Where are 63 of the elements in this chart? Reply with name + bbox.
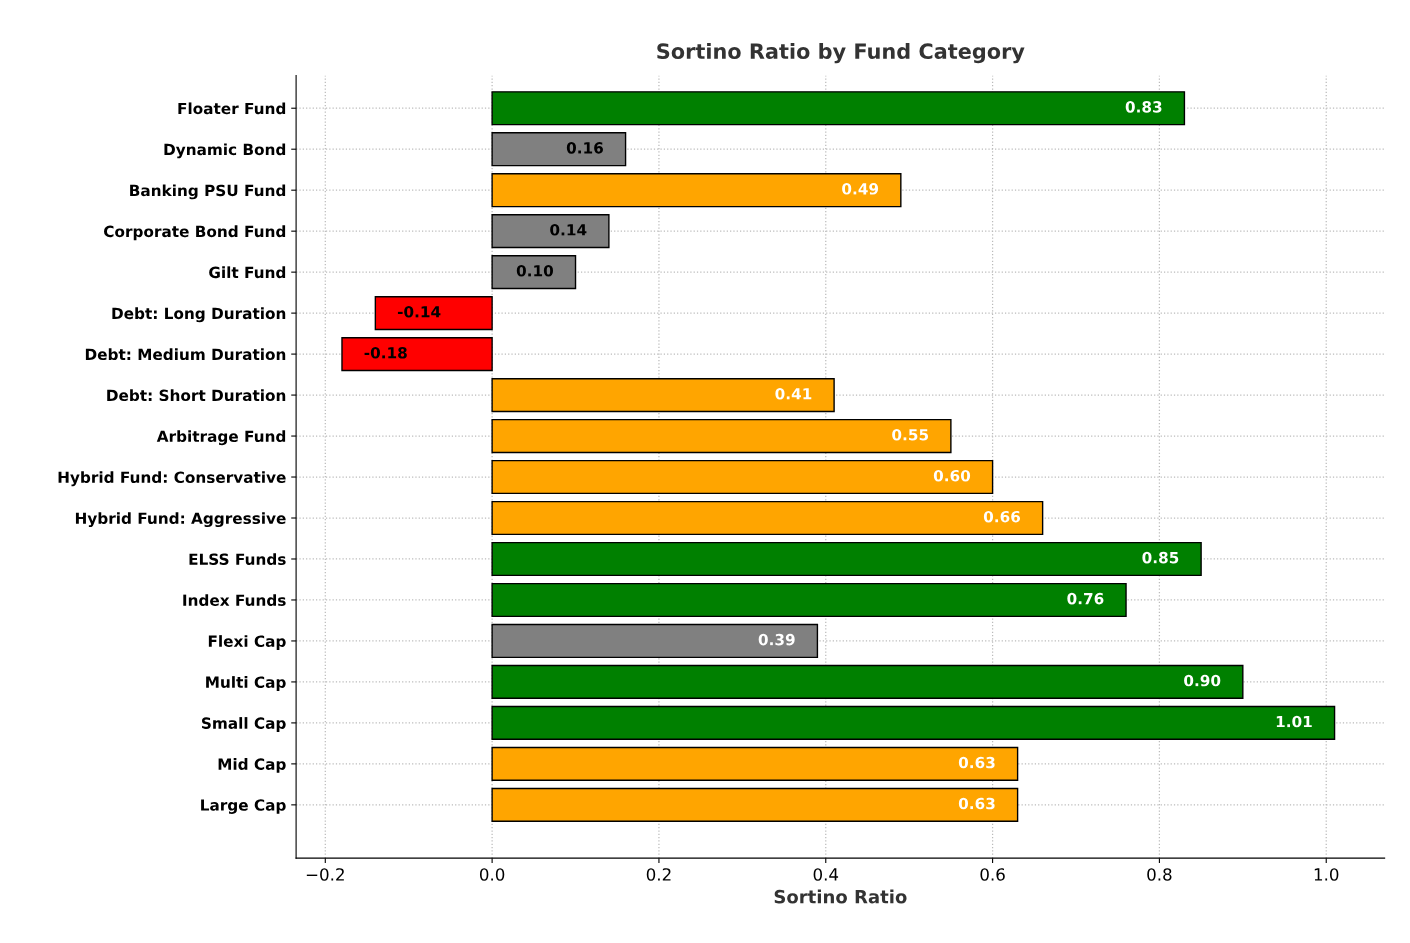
bar [491,623,819,659]
x-tick-label: 0.2 [646,868,671,881]
bar [491,459,994,495]
data-label: 0.10 [516,265,554,277]
data-label: -0.18 [364,346,407,359]
bar [491,664,1244,700]
data-label: 0.16 [566,142,603,154]
x-tick-label: 0.6 [980,868,1005,881]
x-tick-label: −0.2 [306,868,344,881]
y-tick-label: ELSS Funds [189,553,286,566]
bar [491,705,1336,740]
bar [341,337,493,372]
y-tick-label: Hybrid Fund: Aggressive [75,512,286,528]
chart-title: Sortino Ratio by Fund Category [657,42,1025,64]
y-tick-label: Floater Fund [178,102,286,115]
bar [491,91,1186,126]
data-label: 0.55 [892,428,929,441]
data-label: 0.76 [1067,592,1104,605]
data-label: 0.63 [958,756,995,769]
y-tick-label: Corporate Bond Fund [104,225,286,241]
bar [374,296,493,331]
bar [491,132,627,167]
y-tick-label: Small Cap [201,717,286,732]
bar [491,418,952,454]
y-tick-label: Debt: Short Duration [107,389,286,402]
y-tick-label: Large Cap [201,799,286,814]
bar [491,787,1019,822]
y-tick-label: Multi Cap [206,676,286,691]
data-label: 0.60 [933,469,971,482]
data-label: 0.41 [775,387,812,400]
data-label: 0.90 [1184,674,1221,687]
bar [491,255,577,290]
data-label: 0.39 [758,633,795,646]
y-tick-label: Dynamic Bond [164,143,286,159]
y-tick-label: Gilt Fund [209,266,286,279]
data-label: 0.14 [550,224,587,236]
bar [491,746,1019,781]
data-label: 0.85 [1142,551,1179,564]
data-label: 0.49 [842,183,879,195]
y-tick-label: Arbitrage Fund [156,430,286,446]
bar [491,377,835,413]
bar [491,582,1127,618]
x-tick-label: 0.4 [813,868,839,881]
y-tick-label: Debt: Long Duration [112,307,286,323]
x-tick-label: 0.8 [1147,868,1172,881]
y-tick-label: Flexi Cap [208,635,286,650]
data-label: 1.01 [1276,715,1312,728]
data-label: 0.83 [1125,101,1162,113]
x-tick-label: 1.0 [1314,868,1339,881]
bar [491,214,610,249]
data-label: -0.14 [397,305,441,318]
bar [491,173,902,208]
x-tick-label: 0.0 [479,868,505,881]
data-label: 0.63 [958,797,995,810]
y-tick-label: Banking PSU Fund [130,184,286,200]
x-axis-title: Sortino Ratio [774,889,907,904]
bar [491,500,1044,536]
y-tick-label: Debt: Medium Duration [85,348,286,361]
y-tick-label: Mid Cap [218,758,286,773]
y-tick-label: Hybrid Fund: Conservative [58,471,286,487]
y-tick-label: Index Funds [183,594,286,606]
data-label: 0.66 [983,510,1021,523]
bar [491,541,1202,577]
